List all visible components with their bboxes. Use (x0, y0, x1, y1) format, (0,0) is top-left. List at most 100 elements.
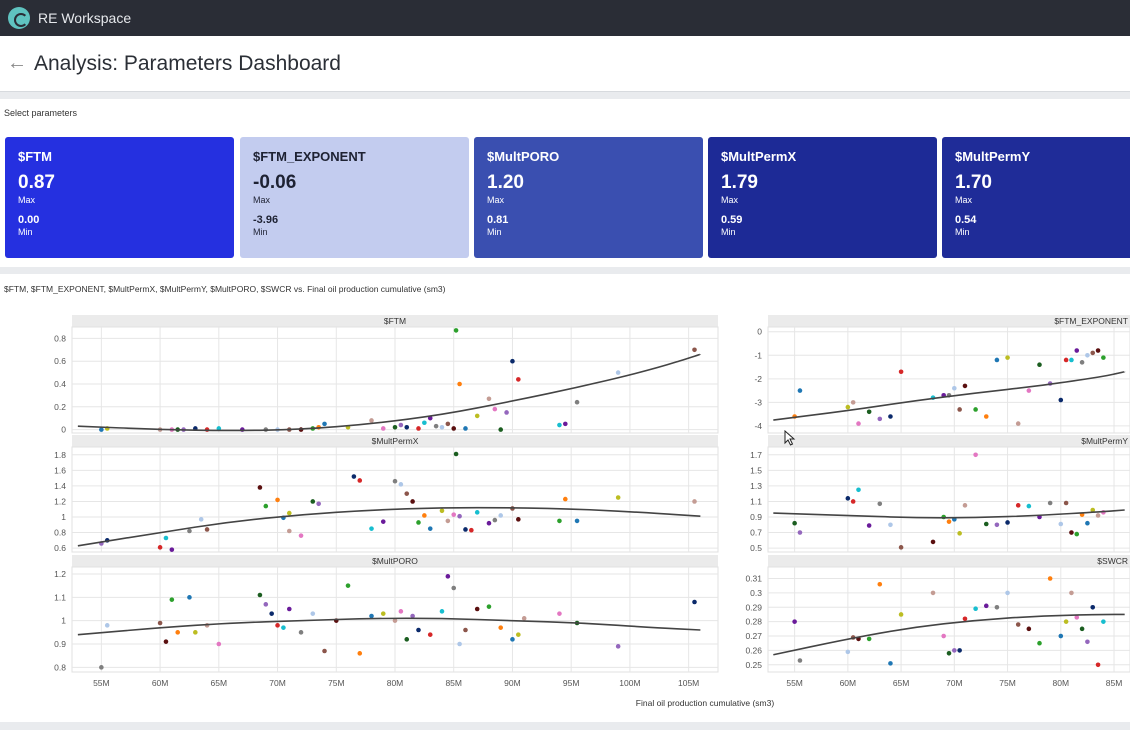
y-tick-label: 0.29 (745, 602, 762, 612)
data-point (510, 637, 515, 642)
data-point (957, 648, 962, 653)
y-tick-label: 0.6 (54, 356, 66, 366)
param-card[interactable]: $FTM 0.87 Max 0.00 Min (5, 137, 234, 258)
param-min-label: Min (721, 227, 736, 237)
facet-strip (768, 315, 1130, 327)
data-point (463, 627, 468, 633)
data-point (1058, 397, 1064, 403)
param-min-label: Min (955, 227, 970, 237)
data-point (369, 613, 374, 619)
data-point (157, 545, 163, 550)
data-point (422, 513, 427, 518)
y-tick-label: 0.28 (745, 617, 762, 627)
data-point (1026, 626, 1032, 632)
data-point (453, 328, 459, 333)
data-point (422, 420, 427, 426)
y-tick-label: 0.9 (750, 512, 762, 522)
y-tick-label: 0.9 (54, 639, 66, 649)
data-point (574, 518, 580, 524)
data-point (845, 404, 851, 410)
data-point (281, 625, 286, 630)
data-point (1037, 640, 1042, 646)
data-point (1015, 503, 1021, 508)
data-point (516, 377, 521, 382)
data-point (1069, 590, 1074, 596)
data-point (457, 641, 462, 647)
data-point (198, 517, 204, 522)
data-point (216, 641, 222, 647)
data-point (392, 425, 398, 430)
facet-panel: $MultPermX 0.6 0.8 1 1.2 1.4 1.6 1.8 (54, 435, 719, 553)
facet-panel: $MultPORO 0.8 0.9 1 1.1 1.2 55M 60M 65M 70M 75M 80M… (54, 555, 719, 688)
data-point (457, 513, 462, 519)
data-point (983, 414, 989, 419)
data-point (463, 527, 468, 532)
trend-line (77, 506, 701, 547)
data-point (962, 383, 968, 389)
y-tick-label: 1.1 (54, 592, 66, 602)
param-max-label: Max (955, 195, 973, 205)
trend-line (77, 353, 701, 432)
y-tick-label: -3 (754, 397, 762, 407)
data-point (275, 497, 280, 503)
data-point (469, 527, 474, 533)
data-point (269, 611, 274, 616)
trend-line (773, 509, 1125, 519)
facet-strip (72, 435, 718, 447)
facet-strip (768, 555, 1130, 567)
data-point (169, 597, 175, 602)
plot-area (767, 446, 1130, 553)
data-point (104, 623, 110, 628)
data-point (357, 478, 363, 483)
param-min-label: Min (18, 227, 33, 237)
facet-strip (72, 315, 718, 327)
data-point (1101, 355, 1106, 360)
data-point (1063, 357, 1069, 363)
data-point (439, 508, 445, 514)
data-point (521, 616, 527, 621)
param-min-value: 0.00 (18, 214, 40, 226)
data-point (322, 421, 327, 427)
data-point (952, 648, 957, 653)
data-point (157, 620, 163, 626)
param-name: $FTM (18, 149, 52, 164)
x-tick-label: 85M (1106, 678, 1123, 688)
param-card[interactable]: $MultPermX 1.79 Max 0.59 Min (708, 137, 937, 258)
y-tick-label: 0 (757, 327, 762, 337)
data-point (380, 519, 386, 524)
data-point (369, 526, 374, 531)
data-point (888, 414, 893, 419)
data-point (216, 426, 222, 431)
faceted-scatter-plot: $FTM 0 0.2 0.4 0.6 0.8 $MultPermX 0.6 0.8 1 1.2 1.4… (54, 315, 1130, 708)
arrow-left-icon[interactable]: ← (7, 52, 27, 74)
chart-title: $FTM, $FTM_EXPONENT, $MultPermX, $MultPe… (4, 284, 446, 294)
param-min-value: 0.59 (721, 214, 743, 226)
param-card[interactable]: $MultPermY 1.70 Max 0.54 Min (942, 137, 1130, 258)
param-card[interactable]: $FTM_EXPONENT -0.06 Max -3.96 Min (240, 137, 469, 258)
x-tick-label: 75M (999, 678, 1016, 688)
data-point (615, 644, 621, 649)
param-card[interactable]: $MultPORO 1.20 Max 0.81 Min (474, 137, 703, 258)
data-point (962, 616, 968, 622)
data-point (877, 416, 883, 422)
data-point (275, 623, 280, 628)
data-point (257, 592, 263, 598)
data-point (492, 517, 498, 523)
y-tick-label: -1 (754, 350, 762, 360)
y-tick-label: 1.3 (750, 481, 762, 491)
data-point (994, 604, 1000, 610)
param-name: $MultPermY (955, 149, 1031, 164)
data-point (310, 499, 316, 504)
y-tick-label: 0.27 (745, 631, 762, 641)
data-point (257, 485, 263, 490)
data-point (1090, 604, 1096, 610)
param-min-label: Min (487, 227, 502, 237)
y-tick-label: 0.6 (54, 543, 66, 553)
data-point (187, 528, 192, 534)
param-min-label: Min (253, 227, 268, 237)
data-point (1069, 357, 1074, 363)
x-tick-label: 65M (893, 678, 910, 688)
data-point (850, 400, 856, 405)
data-point (404, 425, 410, 430)
facet-panel: $MultPermY 0.5 0.7 0.9 1.1 1.3 1.5 1.7 (750, 435, 1130, 553)
